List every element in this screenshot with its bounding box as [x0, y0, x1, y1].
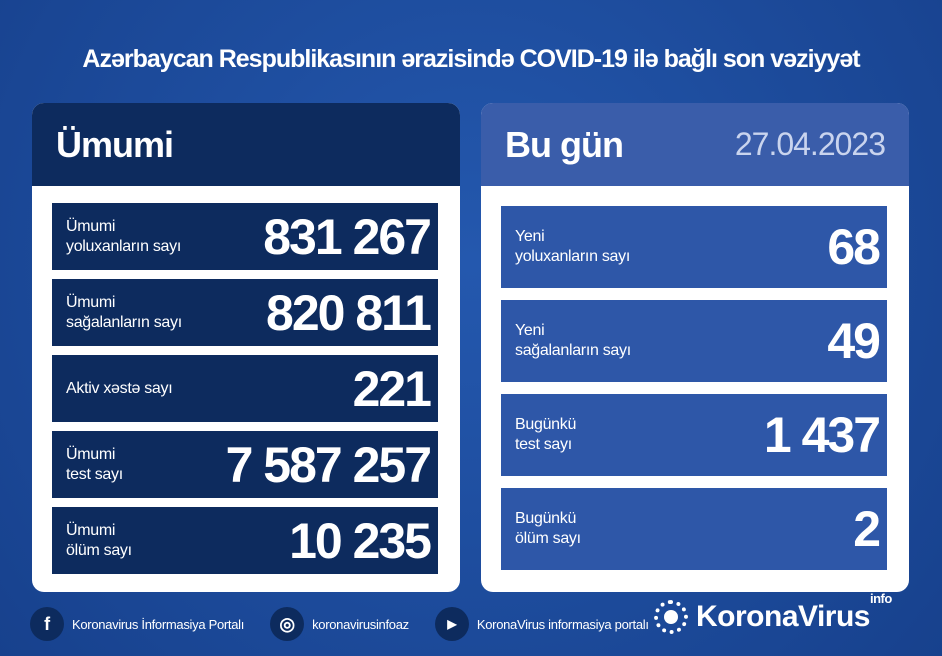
- page-title: Azərbaycan Respublikasının ərazisində CO…: [20, 44, 922, 74]
- stat-label: Aktiv xəstə sayı: [66, 379, 173, 397]
- logo-name: KoronaVirusinfo: [696, 591, 892, 633]
- total-panel: Ümumi Ümumi yoluxanların sayı 831 267 Ümumi…: [32, 103, 460, 592]
- stat-row: Yeni sağalanların sayı 49: [501, 300, 887, 382]
- stat-row: Ümumi sağalanların sayı 820 811: [52, 279, 438, 346]
- instagram-link[interactable]: koronavirusinfoaz: [312, 616, 409, 632]
- stat-value: 68: [827, 219, 881, 275]
- today-header: Bu gün 27.04.2023: [481, 103, 909, 186]
- stat-row: Ümumi yoluxanların sayı 831 267: [52, 203, 438, 270]
- youtube-link[interactable]: KoronaVirus informasiya portalı: [476, 616, 649, 632]
- facebook-link[interactable]: Koronavirus İnformasiya Portalı: [72, 616, 245, 632]
- stat-row: Aktiv xəstə sayı 221: [52, 355, 438, 422]
- stat-row: Bugünkü test sayı 1 437: [501, 394, 887, 476]
- facebook-icon[interactable]: f: [30, 607, 64, 641]
- stat-row: Yeni yoluxanların sayı 68: [501, 206, 887, 288]
- social-footer: f Koronavirus İnformasiya Portalı ◎ koro…: [30, 604, 649, 644]
- stat-value: 10 235: [289, 512, 432, 569]
- stat-row: Ümumi test sayı 7 587 257: [52, 431, 438, 498]
- stat-value: 820 811: [266, 284, 432, 341]
- stat-label: Bugünkü test sayı: [515, 416, 577, 453]
- stat-value: 831 267: [263, 208, 432, 265]
- total-header: Ümumi: [32, 103, 460, 186]
- stat-value: 1 437: [763, 407, 881, 463]
- total-heading: Ümumi: [56, 123, 174, 165]
- today-heading: Bu gün: [505, 123, 624, 165]
- stat-value: 7 587 257: [225, 436, 432, 493]
- title-text: Azərbaycan Respublikasının ərazisində CO…: [82, 45, 860, 73]
- instagram-icon[interactable]: ◎: [270, 607, 305, 641]
- stat-value: 2: [853, 501, 881, 557]
- stat-label: Yeni sağalanların sayı: [515, 322, 631, 359]
- stat-row: Bugünkü ölüm sayı 2: [501, 488, 887, 570]
- stat-label: Ümumi test sayı: [66, 445, 123, 483]
- stat-label: Ümumi sağalanların sayı: [66, 293, 182, 331]
- today-date: 27.04.2023: [734, 126, 886, 162]
- stat-label: Ümumi ölüm sayı: [66, 521, 132, 559]
- youtube-icon[interactable]: ▶: [434, 607, 469, 641]
- stat-label: Yeni yoluxanların sayı: [515, 228, 630, 265]
- today-panel: Bu gün 27.04.2023 Yeni yoluxanların sayı 6…: [481, 103, 909, 592]
- stat-value: 221: [352, 360, 432, 417]
- virus-logo-icon: [654, 600, 688, 634]
- stat-label: Ümumi yoluxanların sayı: [66, 217, 181, 255]
- stat-value: 49: [827, 313, 881, 369]
- stat-row: Ümumi ölüm sayı 10 235: [52, 507, 438, 574]
- koronavirus-logo: KoronaVirusinfo: [654, 591, 892, 634]
- stat-label: Bugünkü ölüm sayı: [515, 510, 581, 547]
